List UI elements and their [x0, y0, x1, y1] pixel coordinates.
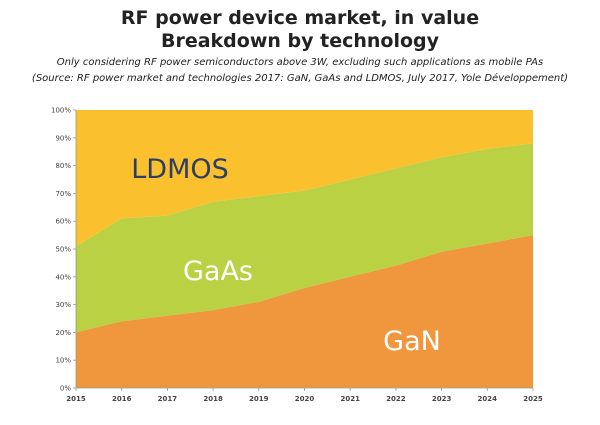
y-tick-label: 100%	[51, 107, 71, 115]
x-tick-label: 2019	[249, 395, 269, 403]
area-layers	[76, 110, 533, 388]
x-tick-label: 2022	[386, 395, 406, 403]
chart-title: RF power device market, in value	[120, 7, 480, 29]
area-gan	[76, 235, 533, 388]
series-label-ldmos: LDMOS	[131, 154, 229, 185]
x-tick-label: 2018	[203, 395, 223, 403]
x-tick-label: 2023	[432, 395, 452, 403]
x-tick-label: 2016	[112, 395, 132, 403]
area-gaas	[76, 143, 533, 333]
x-tick-label: 2020	[295, 395, 315, 403]
x-tick-label: 2025	[523, 395, 543, 403]
y-tick-label: 30%	[55, 301, 71, 309]
y-tick-label: 20%	[55, 329, 71, 337]
x-tick-label: 2017	[158, 395, 178, 403]
axes: 0% 10% 20% 30% 40% 50% 60% 70% 80% 90% 100% 2015 201…	[51, 107, 543, 404]
series-label-gan: GaN	[383, 326, 441, 357]
y-tick-label: 70%	[55, 190, 71, 198]
chart-note-source: (Source: RF power market and technologie…	[31, 73, 569, 84]
y-tick-label: 90%	[55, 134, 71, 142]
series-labels: GaN GaAs LDMOS	[131, 154, 441, 357]
chart-note-scope: Only considering RF power semiconductors…	[56, 57, 544, 68]
series-label-gaas: GaAs	[183, 256, 253, 287]
chart-subtitle: Breakdown by technology	[160, 30, 440, 52]
y-tick-label: 10%	[55, 357, 71, 365]
y-tick-label: 40%	[55, 273, 71, 281]
x-tick-label: 2024	[478, 395, 498, 403]
y-tick-label: 0%	[60, 385, 71, 393]
area-ldmos	[76, 110, 533, 247]
x-tick-label: 2021	[340, 395, 360, 403]
x-tick-label: 2015	[66, 395, 86, 403]
y-tick-label: 60%	[55, 218, 71, 226]
y-tick-label: 50%	[55, 246, 71, 254]
y-tick-label: 80%	[55, 162, 71, 170]
